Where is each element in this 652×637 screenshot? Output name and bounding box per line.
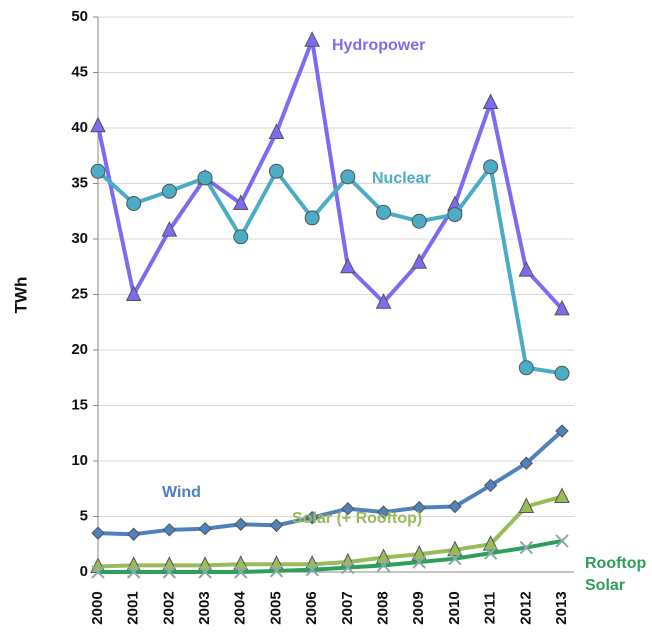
marker	[162, 565, 177, 579]
x-tick-label: 2013	[553, 591, 570, 624]
marker	[341, 560, 355, 575]
marker	[305, 510, 319, 525]
marker	[518, 360, 534, 376]
marker	[340, 169, 356, 185]
marker	[412, 555, 426, 569]
marker	[483, 478, 498, 493]
marker	[234, 517, 248, 531]
x-tick-label: 2009	[410, 591, 427, 624]
y-axis-label: TWh	[11, 277, 30, 314]
x-tick-label: 2001	[125, 591, 142, 624]
marker	[412, 500, 426, 515]
y-tick-label: 10	[71, 452, 88, 469]
marker	[376, 204, 392, 220]
marker	[483, 159, 499, 175]
marker	[411, 253, 428, 269]
marker	[555, 534, 569, 548]
x-tick-label: 2003	[196, 591, 213, 624]
marker	[90, 116, 106, 133]
y-tick-label: 20	[71, 341, 88, 358]
marker	[375, 293, 392, 309]
series-label: Wind	[162, 484, 201, 501]
y-tick-label: 25	[71, 285, 88, 302]
marker	[448, 499, 462, 514]
series-line	[98, 538, 563, 574]
series-line	[96, 38, 564, 311]
marker	[554, 299, 570, 316]
marker	[232, 194, 249, 210]
y-tick-label: 45	[71, 63, 88, 80]
series-line	[97, 494, 563, 569]
marker	[161, 183, 177, 199]
marker	[482, 535, 499, 551]
y-tick-label: 40	[71, 119, 88, 136]
marker	[376, 505, 391, 519]
x-tick-label: 2002	[160, 591, 177, 624]
marker	[126, 527, 141, 541]
marker	[304, 210, 320, 226]
marker	[447, 207, 463, 223]
marker	[304, 31, 320, 47]
x-tick-label: 2008	[375, 591, 392, 624]
marker	[518, 497, 535, 514]
marker	[519, 456, 534, 470]
y-tick-label: 15	[71, 396, 88, 413]
series-label: Nuclear	[372, 170, 431, 187]
marker	[125, 285, 142, 301]
series-label: Solar (+ Rooftop)	[292, 510, 423, 527]
x-tick-label: 2004	[232, 591, 249, 625]
marker	[268, 163, 284, 179]
marker	[90, 163, 106, 179]
x-tick-label: 2012	[517, 591, 534, 624]
marker	[376, 558, 391, 573]
marker	[482, 93, 499, 109]
marker	[555, 424, 569, 438]
y-tick-label: 5	[80, 507, 88, 524]
marker	[341, 502, 355, 516]
marker	[305, 563, 319, 577]
marker	[126, 565, 141, 579]
marker	[91, 526, 105, 540]
marker	[411, 213, 427, 229]
marker	[198, 522, 212, 536]
x-tick-label: 2011	[482, 592, 499, 625]
marker	[198, 565, 212, 579]
series-label: Hydropower	[332, 37, 426, 54]
marker	[126, 195, 142, 211]
marker	[234, 565, 248, 579]
marker	[519, 540, 534, 555]
marker	[162, 523, 177, 537]
x-tick-label: 2005	[267, 591, 284, 624]
marker	[269, 518, 284, 533]
marker	[518, 260, 535, 277]
y-tick-label: 0	[80, 563, 88, 580]
marker	[554, 487, 570, 504]
marker	[197, 170, 213, 186]
marker	[161, 221, 178, 237]
x-tick-label: 2000	[89, 591, 106, 624]
y-tick-label: 50	[71, 8, 88, 25]
marker	[233, 229, 249, 245]
marker	[554, 365, 570, 381]
x-tick-label: 2007	[339, 591, 356, 624]
marker	[91, 565, 105, 579]
marker	[448, 551, 462, 566]
series-label: Rooftop Solar	[585, 555, 647, 594]
marker	[447, 540, 463, 557]
x-tick-label: 2010	[446, 591, 463, 624]
marker	[269, 564, 284, 578]
marker	[268, 123, 285, 139]
x-tick-label: 2006	[303, 591, 320, 624]
marker	[340, 257, 356, 274]
marker	[483, 546, 498, 560]
y-tick-label: 30	[71, 230, 88, 247]
y-tick-label: 35	[71, 174, 88, 191]
